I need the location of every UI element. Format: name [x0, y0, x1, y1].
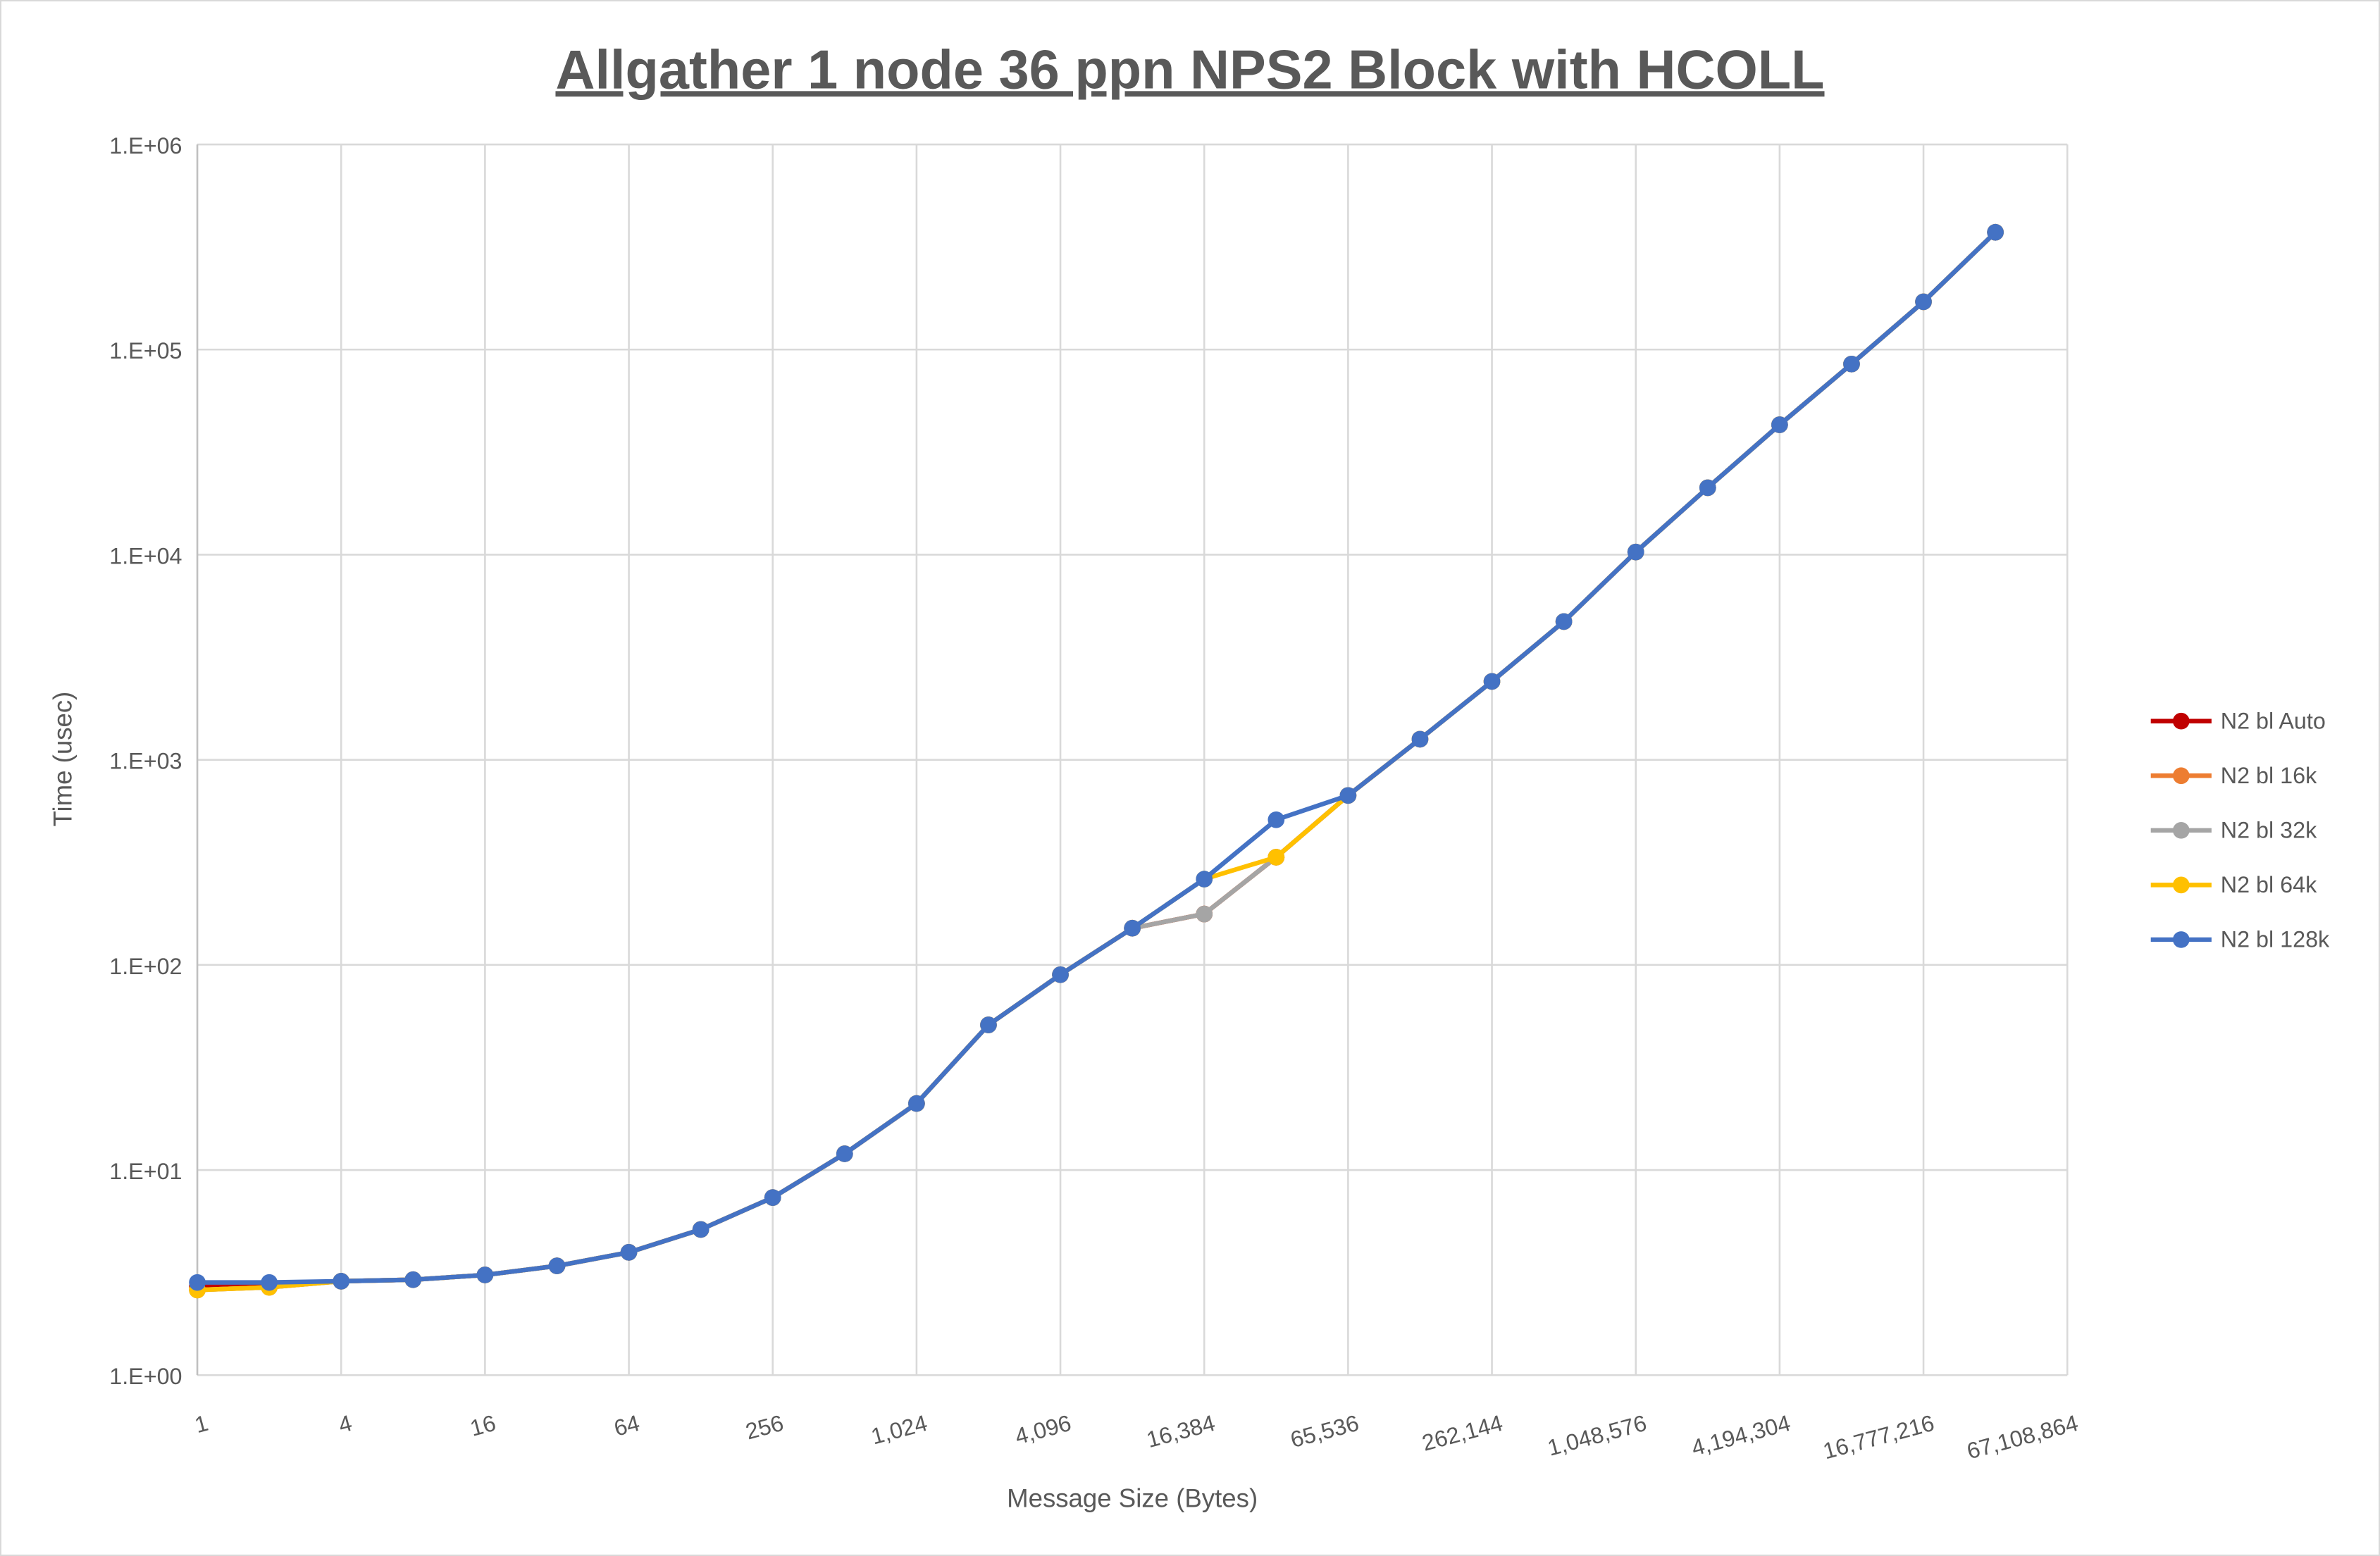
data-point — [620, 1244, 638, 1261]
x-tick-label: 256 — [743, 1410, 786, 1445]
data-point — [1699, 479, 1716, 497]
x-tick-label: 262,144 — [1420, 1410, 1506, 1456]
legend-label: N2 bl 128k — [2221, 927, 2330, 952]
series-line — [197, 230, 1997, 1285]
data-point — [1411, 730, 1429, 748]
data-point — [1339, 787, 1357, 804]
data-point — [692, 1221, 709, 1238]
data-point — [1915, 293, 1932, 311]
series-n2-bl-32k — [189, 223, 2004, 1299]
x-tick-label: 1 — [192, 1410, 211, 1438]
legend-label: N2 bl 16k — [2221, 763, 2317, 788]
x-tick-label: 4 — [336, 1410, 355, 1438]
legend-item: N2 bl Auto — [2150, 708, 2326, 733]
x-tick-label: 16,777,216 — [1821, 1410, 1937, 1464]
x-tick-label: 1,048,576 — [1545, 1410, 1649, 1461]
chart-title: Allgather 1 node 36 ppn NPS2 Block with … — [555, 39, 1824, 100]
legend: N2 bl Auto N2 bl 16k N2 bl 32k N2 bl 64k N2 … — [2150, 708, 2330, 952]
data-point — [189, 1274, 206, 1291]
data-point — [1771, 416, 1788, 433]
x-tick-label: 4,096 — [1012, 1410, 1074, 1450]
legend-item: N2 bl 64k — [2150, 872, 2317, 897]
x-tick-label: 1,024 — [869, 1410, 930, 1450]
legend-swatch-marker — [2172, 767, 2190, 785]
data-point — [1987, 223, 2004, 241]
series-n2-bl-16k — [189, 223, 2004, 1299]
series-n2-bl-64k — [189, 223, 2004, 1299]
series-n2-bl-128k — [189, 223, 2004, 1291]
y-tick-label: 1.E+01 — [109, 1159, 182, 1184]
series-line — [197, 230, 1997, 1293]
data-point — [1196, 905, 1213, 923]
data-point — [476, 1266, 494, 1283]
data-point — [1052, 966, 1069, 983]
y-axis-label: Time (usec) — [48, 692, 77, 827]
legend-label: N2 bl 64k — [2221, 872, 2317, 897]
data-point — [1483, 673, 1501, 690]
y-tick-label: 1.E+04 — [109, 543, 182, 568]
legend-swatch-marker — [2172, 821, 2190, 839]
legend-item: N2 bl 16k — [2150, 763, 2317, 788]
x-tick-label: 67,108,864 — [1964, 1410, 2081, 1464]
data-point — [1268, 811, 1285, 828]
data-point — [333, 1273, 350, 1290]
legend-swatch-marker — [2172, 876, 2190, 894]
data-point — [1555, 613, 1573, 630]
x-axis-ticks: 1 4 16 64 256 1,024 4,096 16,384 65,536 262,144 1,… — [192, 1410, 2081, 1464]
x-axis-label: Message Size (Bytes) — [1007, 1484, 1258, 1513]
legend-swatch-marker — [2172, 712, 2190, 730]
x-tick-label: 65,536 — [1288, 1410, 1362, 1452]
data-point — [1268, 849, 1285, 866]
gridlines — [196, 143, 2069, 1376]
x-tick-label: 4,194,304 — [1689, 1410, 1793, 1461]
x-tick-label: 16,384 — [1144, 1410, 1218, 1452]
x-tick-label: 64 — [612, 1410, 643, 1441]
data-point — [764, 1189, 781, 1206]
data-point — [1843, 355, 1860, 373]
data-point — [404, 1271, 422, 1288]
series-line — [197, 230, 1997, 1293]
y-tick-label: 1.E+06 — [109, 133, 182, 158]
legend-label: N2 bl 32k — [2221, 818, 2317, 843]
data-point — [548, 1257, 566, 1274]
y-tick-label: 1.E+03 — [109, 749, 182, 774]
data-point — [908, 1095, 925, 1112]
legend-item: N2 bl 128k — [2150, 927, 2330, 952]
y-axis-ticks: 1.E+00 1.E+01 1.E+02 1.E+03 1.E+04 1.E+05 1.E+… — [109, 133, 182, 1389]
legend-item: N2 bl 32k — [2150, 818, 2317, 843]
data-point — [836, 1145, 853, 1162]
data-point — [261, 1274, 278, 1291]
x-tick-label: 16 — [467, 1410, 498, 1441]
legend-swatch-marker — [2172, 931, 2190, 948]
data-point — [1196, 871, 1213, 888]
data-point — [1627, 543, 1644, 561]
y-tick-label: 1.E+02 — [109, 954, 182, 979]
data-point — [980, 1016, 997, 1033]
series-line — [197, 230, 1997, 1293]
data-point — [1124, 919, 1141, 937]
series-group — [189, 223, 2004, 1299]
y-tick-label: 1.E+00 — [109, 1364, 182, 1389]
legend-label: N2 bl Auto — [2221, 708, 2326, 733]
y-tick-label: 1.E+05 — [109, 338, 182, 363]
